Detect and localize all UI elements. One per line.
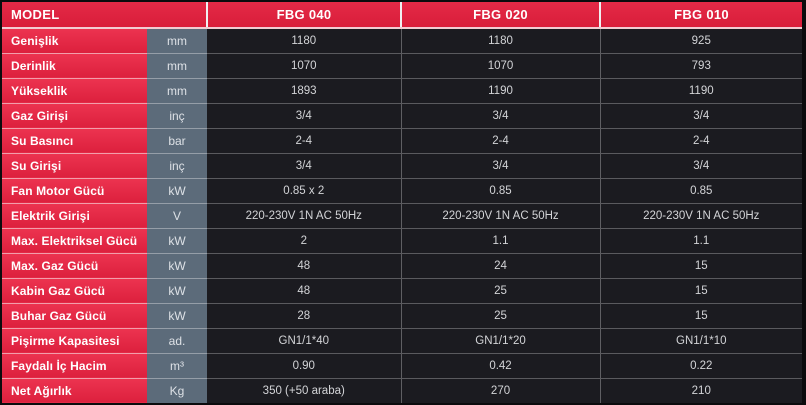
- row-unit: kW: [147, 278, 208, 304]
- row-label: Yükseklik: [2, 78, 147, 104]
- row-label: Su Basıncı: [2, 128, 147, 154]
- cell-value-fbg-020: 0.42: [400, 353, 601, 379]
- cell-value-fbg-010: 220-230V 1N AC 50Hz: [599, 203, 802, 229]
- cell-value-fbg-040: 1070: [207, 53, 402, 79]
- table-row: Net Ağırlık Kg 350 (+50 araba) 270 210: [2, 378, 802, 403]
- cell-value-fbg-040: 1893: [207, 78, 402, 104]
- row-label: Derinlik: [2, 53, 147, 79]
- cell-value-fbg-010: 0.22: [599, 353, 802, 379]
- table-row: Fan Motor Gücü kW 0.85 x 2 0.85 0.85: [2, 178, 802, 204]
- cell-value-fbg-040: 2-4: [207, 128, 402, 154]
- row-label: Su Girişi: [2, 153, 147, 179]
- table-row: Su Basıncı bar 2-4 2-4 2-4: [2, 128, 802, 154]
- row-unit: ad.: [147, 328, 208, 354]
- cell-value-fbg-040: 28: [207, 303, 402, 329]
- cell-value-fbg-010: 15: [599, 253, 802, 279]
- table-row: Faydalı İç Hacim m³ 0.90 0.42 0.22: [2, 353, 802, 379]
- table-row: Max. Elektriksel Gücü kW 2 1.1 1.1: [2, 228, 802, 254]
- cell-value-fbg-010: 2-4: [599, 128, 802, 154]
- cell-value-fbg-020: 270: [400, 378, 601, 403]
- cell-value-fbg-040: 3/4: [207, 153, 402, 179]
- row-label: Fan Motor Gücü: [2, 178, 147, 204]
- row-unit: m³: [147, 353, 208, 379]
- header-row: MODEL FBG 040 FBG 020 FBG 010: [2, 2, 802, 29]
- cell-value-fbg-010: 15: [599, 278, 802, 304]
- row-unit: bar: [147, 128, 208, 154]
- table-row: Pişirme Kapasitesi ad. GN1/1*40 GN1/1*20…: [2, 328, 802, 354]
- cell-value-fbg-010: 0.85: [599, 178, 802, 204]
- column-header-fbg-010: FBG 010: [599, 2, 802, 29]
- cell-value-fbg-020: 1190: [400, 78, 601, 104]
- cell-value-fbg-010: 1190: [599, 78, 802, 104]
- row-unit: mm: [147, 53, 208, 79]
- cell-value-fbg-040: 350 (+50 araba): [207, 378, 402, 403]
- cell-value-fbg-040: 3/4: [207, 103, 402, 129]
- cell-value-fbg-010: 210: [599, 378, 802, 403]
- cell-value-fbg-010: 925: [599, 28, 802, 54]
- table-row: Max. Gaz Gücü kW 48 24 15: [2, 253, 802, 279]
- cell-value-fbg-040: GN1/1*40: [207, 328, 402, 354]
- cell-value-fbg-020: GN1/1*20: [400, 328, 601, 354]
- row-unit: inç: [147, 103, 208, 129]
- cell-value-fbg-040: 2: [207, 228, 402, 254]
- row-label: Pişirme Kapasitesi: [2, 328, 147, 354]
- row-unit: mm: [147, 78, 208, 104]
- cell-value-fbg-020: 1070: [400, 53, 601, 79]
- cell-value-fbg-040: 0.90: [207, 353, 402, 379]
- cell-value-fbg-010: GN1/1*10: [599, 328, 802, 354]
- cell-value-fbg-010: 793: [599, 53, 802, 79]
- table-row: Su Girişi inç 3/4 3/4 3/4: [2, 153, 802, 179]
- row-label: Gaz Girişi: [2, 103, 147, 129]
- table-row: Buhar Gaz Gücü kW 28 25 15: [2, 303, 802, 329]
- cell-value-fbg-020: 3/4: [400, 153, 601, 179]
- table-row: Kabin Gaz Gücü kW 48 25 15: [2, 278, 802, 304]
- row-unit: inç: [147, 153, 208, 179]
- cell-value-fbg-020: 2-4: [400, 128, 601, 154]
- table-row: Gaz Girişi inç 3/4 3/4 3/4: [2, 103, 802, 129]
- row-label: Elektrik Girişi: [2, 203, 147, 229]
- cell-value-fbg-020: 25: [400, 278, 601, 304]
- cell-value-fbg-010: 15: [599, 303, 802, 329]
- column-header-fbg-020: FBG 020: [400, 2, 601, 29]
- cell-value-fbg-040: 220-230V 1N AC 50Hz: [207, 203, 402, 229]
- table-row: Genişlik mm 1180 1180 925: [2, 28, 802, 54]
- row-unit: mm: [147, 28, 208, 54]
- cell-value-fbg-020: 0.85: [400, 178, 601, 204]
- cell-value-fbg-020: 1180: [400, 28, 601, 54]
- cell-value-fbg-040: 48: [207, 278, 402, 304]
- cell-value-fbg-020: 25: [400, 303, 601, 329]
- cell-value-fbg-040: 48: [207, 253, 402, 279]
- row-label: Kabin Gaz Gücü: [2, 278, 147, 304]
- cell-value-fbg-040: 0.85 x 2: [207, 178, 402, 204]
- row-unit: Kg: [147, 378, 208, 403]
- table-row: Yükseklik mm 1893 1190 1190: [2, 78, 802, 104]
- table-row: Elektrik Girişi V 220-230V 1N AC 50Hz 22…: [2, 203, 802, 229]
- row-unit: kW: [147, 253, 208, 279]
- row-label: Faydalı İç Hacim: [2, 353, 147, 379]
- row-label: Net Ağırlık: [2, 378, 147, 403]
- cell-value-fbg-010: 3/4: [599, 103, 802, 129]
- row-unit: V: [147, 203, 208, 229]
- row-unit: kW: [147, 178, 208, 204]
- row-label: Max. Elektriksel Gücü: [2, 228, 147, 254]
- row-label: Max. Gaz Gücü: [2, 253, 147, 279]
- row-label: Genişlik: [2, 28, 147, 54]
- cell-value-fbg-020: 24: [400, 253, 601, 279]
- model-header-cell: MODEL: [2, 2, 208, 29]
- cell-value-fbg-020: 1.1: [400, 228, 601, 254]
- row-unit: kW: [147, 303, 208, 329]
- cell-value-fbg-040: 1180: [207, 28, 402, 54]
- row-label: Buhar Gaz Gücü: [2, 303, 147, 329]
- row-unit: kW: [147, 228, 208, 254]
- cell-value-fbg-010: 1.1: [599, 228, 802, 254]
- cell-value-fbg-010: 3/4: [599, 153, 802, 179]
- table-row: Derinlik mm 1070 1070 793: [2, 53, 802, 79]
- cell-value-fbg-020: 220-230V 1N AC 50Hz: [400, 203, 601, 229]
- column-header-fbg-040: FBG 040: [206, 2, 402, 29]
- cell-value-fbg-020: 3/4: [400, 103, 601, 129]
